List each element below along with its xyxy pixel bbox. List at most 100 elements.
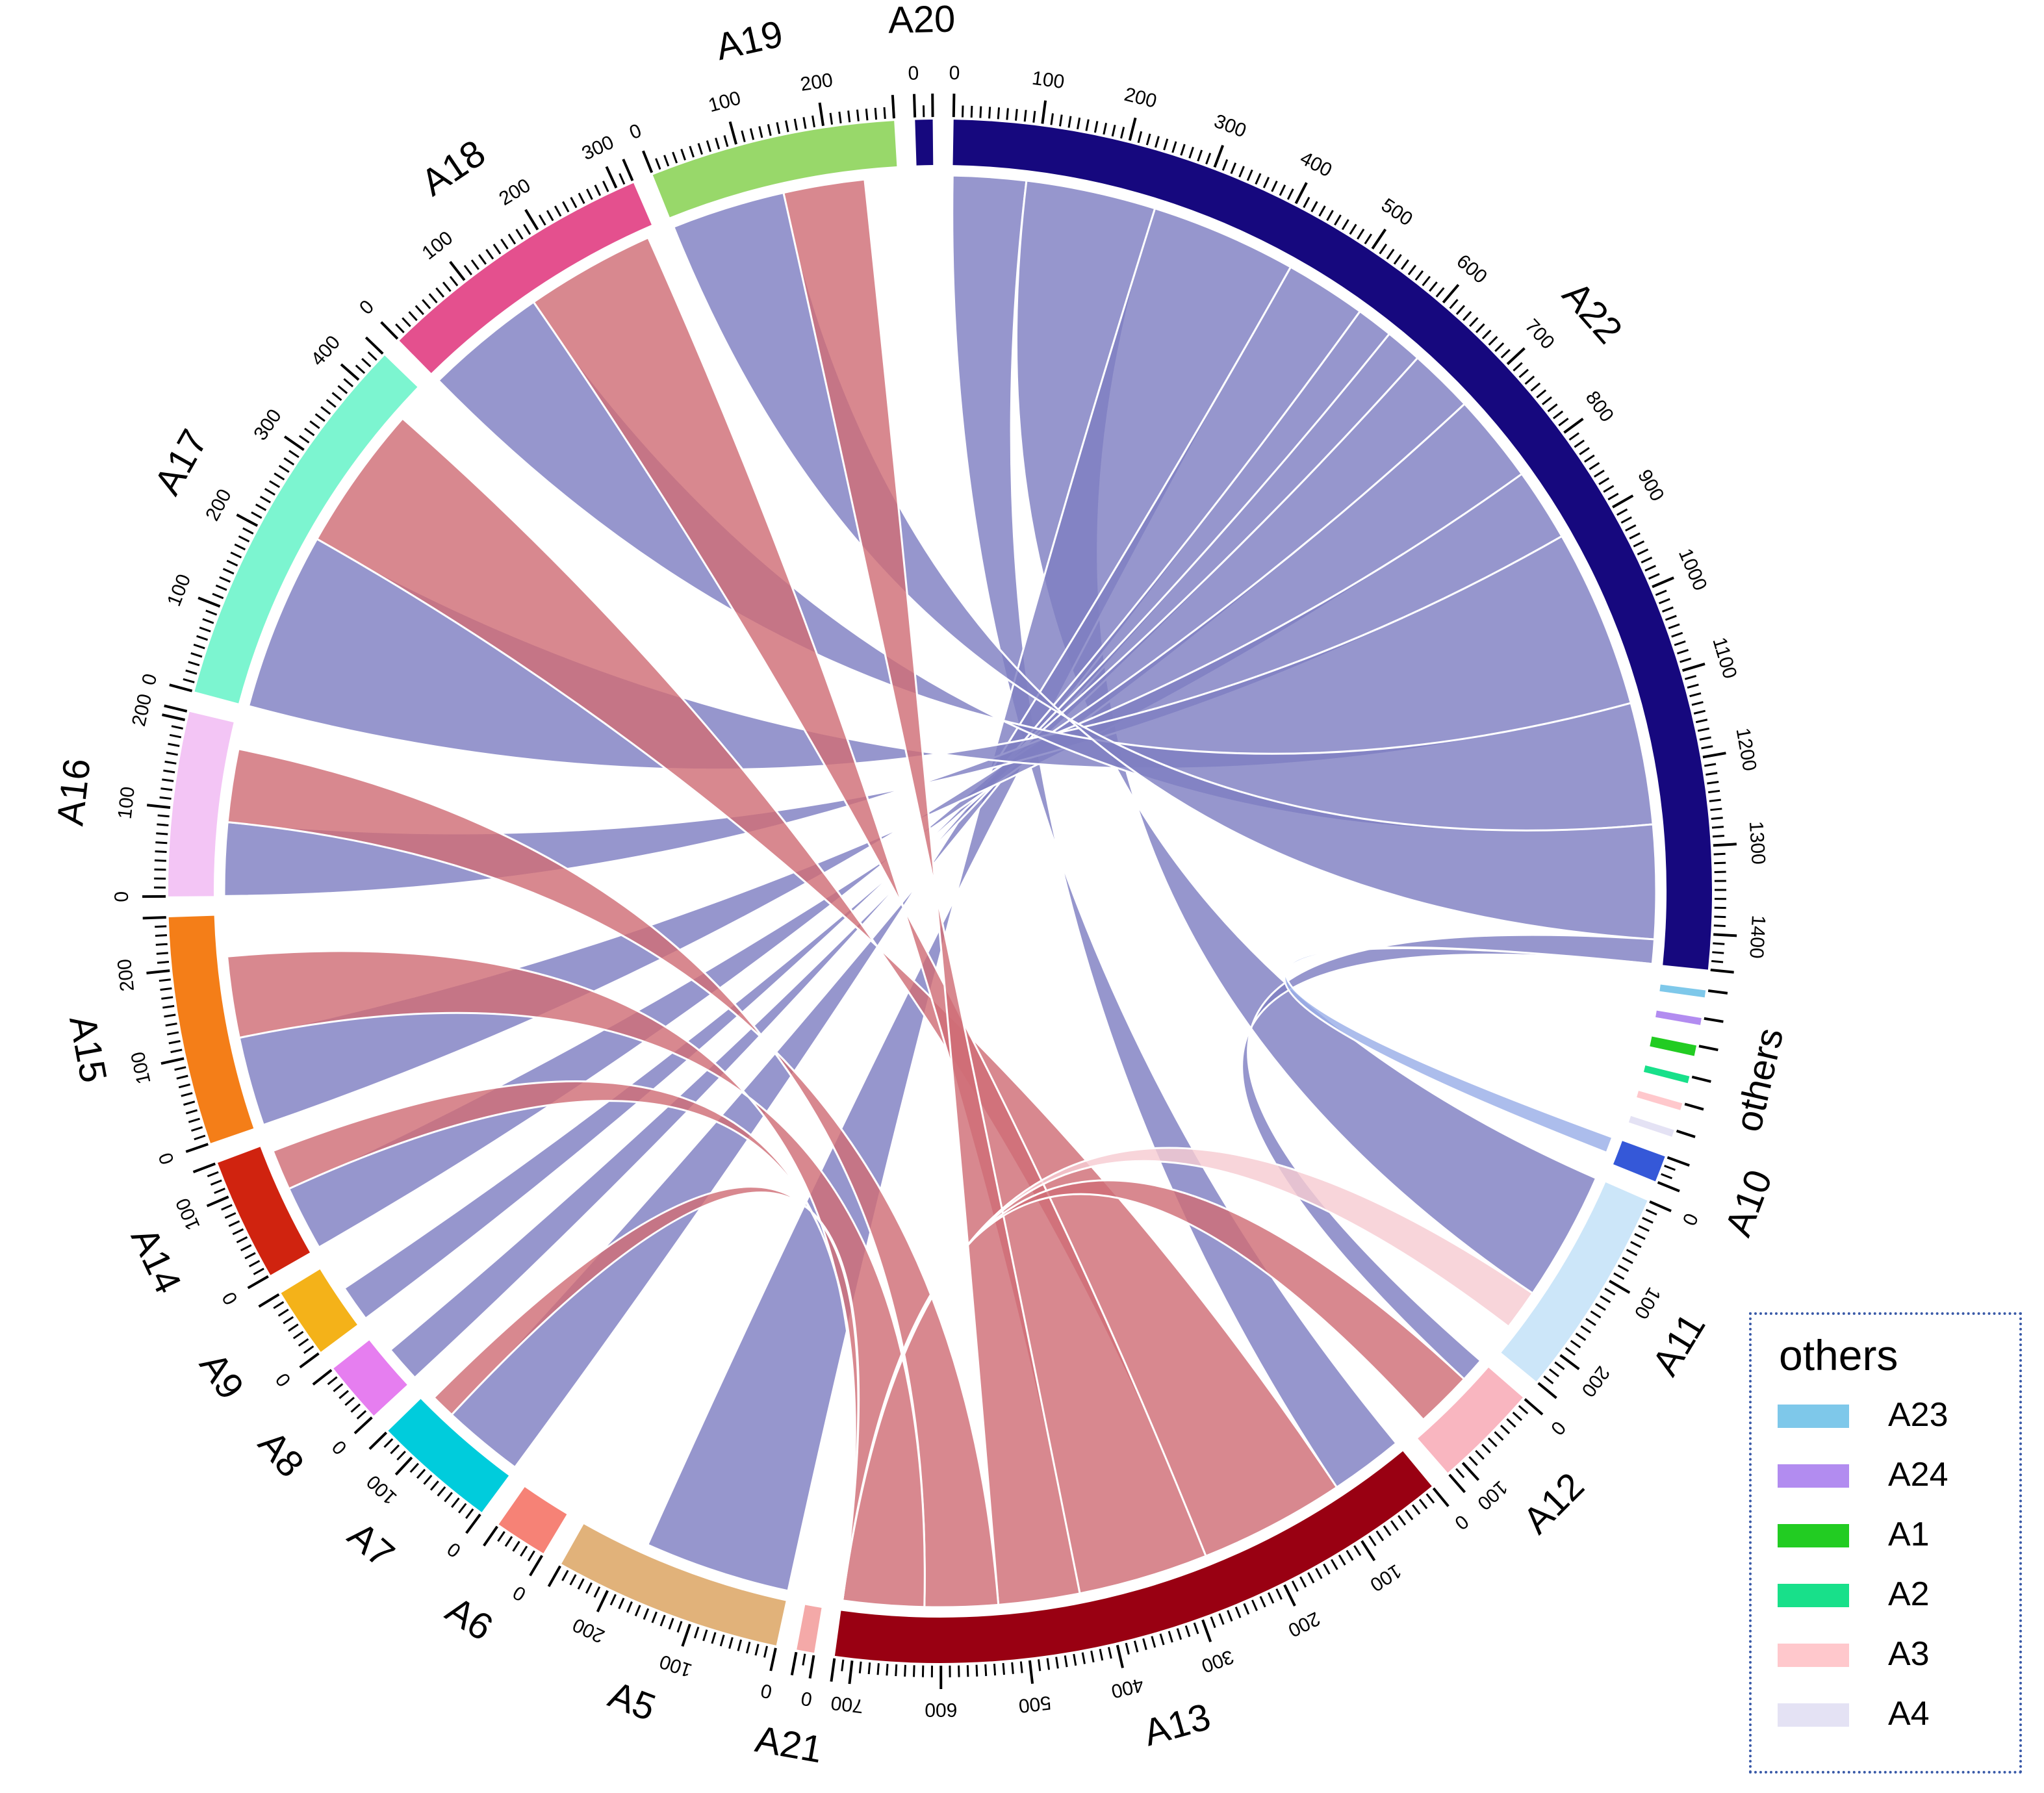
tick-A13-270 xyxy=(1227,1610,1233,1622)
tick-A15-40 xyxy=(185,1109,198,1115)
tick-A22-480 xyxy=(1357,228,1365,240)
tick-A18-130 xyxy=(478,254,487,265)
tick-A5-200 xyxy=(596,1590,609,1612)
tick-A7-100 xyxy=(394,1456,413,1476)
tick-A11-120 xyxy=(1600,1295,1611,1303)
tick-A6-20 xyxy=(520,1545,528,1557)
tick-A17-80 xyxy=(202,618,214,624)
tick-A11-30 xyxy=(1638,1225,1650,1232)
tick-A22-130 xyxy=(1067,116,1072,128)
tick-A22-1140 xyxy=(1691,701,1704,706)
tick-A22-1400 xyxy=(1713,933,1737,937)
tick-A22-580 xyxy=(1429,281,1438,292)
legend-item-A3: A3 xyxy=(1778,1634,2012,1673)
tick-A14-40 xyxy=(240,1244,252,1252)
tick-A12-90 xyxy=(1468,1456,1478,1466)
tick-label-A15-0: 0 xyxy=(155,1150,179,1167)
tick-A22-190 xyxy=(1120,127,1125,139)
tick-A22-430 xyxy=(1318,205,1326,217)
tick-A12-50 xyxy=(1494,1431,1504,1441)
tick-A7-20 xyxy=(458,1503,467,1514)
tick-A22-400 xyxy=(1294,182,1308,205)
tick-A13-630 xyxy=(913,1665,915,1677)
tick-A16-140 xyxy=(163,769,175,774)
tick-A23 xyxy=(1707,989,1728,995)
tick-A12-20 xyxy=(1512,1412,1523,1421)
tick-A18-260 xyxy=(578,192,585,204)
tick-end-A8 xyxy=(312,1369,333,1386)
tick-A13-10 xyxy=(1425,1493,1435,1504)
tick-A18-170 xyxy=(507,233,517,245)
tick-label-A22-700: 700 xyxy=(1521,315,1559,353)
tick-A17-410 xyxy=(355,364,366,374)
tick-A22-550 xyxy=(1407,264,1417,275)
tick-A8-60 xyxy=(327,1376,338,1386)
sector-label-A7: A7 xyxy=(340,1514,402,1576)
tick-A13-180 xyxy=(1299,1576,1307,1588)
tick-A13-40 xyxy=(1405,1509,1414,1521)
tick-A13-690 xyxy=(858,1661,862,1673)
sector-A5 xyxy=(561,1524,786,1646)
tick-A22-510 xyxy=(1379,243,1388,255)
tick-A18-190 xyxy=(523,223,531,235)
tick-A13-500 xyxy=(1028,1660,1034,1684)
tick-A22-830 xyxy=(1579,447,1590,455)
tick-A7-90 xyxy=(409,1462,419,1473)
tick-A11-110 xyxy=(1604,1288,1616,1296)
tick-A3 xyxy=(1684,1102,1704,1111)
tick-A13-320 xyxy=(1184,1625,1191,1637)
tick-A7-110 xyxy=(396,1451,406,1461)
tick-A1 xyxy=(1698,1045,1718,1052)
tick-A18-80 xyxy=(442,281,452,292)
tick-label-A22-300: 300 xyxy=(1211,110,1249,142)
tick-A13-400 xyxy=(1116,1644,1124,1668)
tick-A15-80 xyxy=(176,1075,188,1080)
legend-item-A23: A23 xyxy=(1778,1395,2012,1434)
tick-A12-30 xyxy=(1506,1418,1516,1428)
tick-label-A21-0: 0 xyxy=(799,1687,813,1710)
tick-A22-730 xyxy=(1524,375,1535,385)
tick-A19-110 xyxy=(741,130,746,142)
tick-A22-960 xyxy=(1637,548,1649,555)
tick-A7-130 xyxy=(383,1438,394,1448)
tick-A22-540 xyxy=(1400,259,1409,270)
tick-A16-40 xyxy=(154,859,166,862)
tick-A6-10 xyxy=(527,1550,535,1562)
tick-A22-1420 xyxy=(1712,951,1724,954)
sector-A24 xyxy=(1655,1010,1702,1025)
tick-end-A6 xyxy=(483,1525,498,1547)
tick-A13-30 xyxy=(1411,1504,1421,1515)
tick-A22-1200 xyxy=(1702,752,1726,759)
tick-A22-380 xyxy=(1279,184,1286,196)
tick-A11-230 xyxy=(1543,1375,1554,1384)
tick-A22-1130 xyxy=(1689,692,1702,698)
tick-A5-230 xyxy=(577,1578,585,1590)
legend: others A23 A24 A1 A2 A3 A4 xyxy=(1749,1312,2022,1774)
tick-A22-590 xyxy=(1435,287,1445,298)
tick-A14-20 xyxy=(248,1260,261,1267)
sector-label-A17: A17 xyxy=(146,422,216,502)
tick-A13-300 xyxy=(1201,1619,1212,1642)
tick-A13-430 xyxy=(1090,1650,1095,1663)
tick-A17-180 xyxy=(238,535,250,542)
tick-A15-230 xyxy=(155,943,168,946)
tick-A22-240 xyxy=(1163,138,1169,151)
tick-A12-100 xyxy=(1461,1462,1480,1481)
legend-label-A3: A3 xyxy=(1888,1635,1930,1673)
tick-A5-40 xyxy=(737,1639,743,1651)
tick-A14-90 xyxy=(221,1204,233,1211)
tick-A22-250 xyxy=(1171,141,1177,153)
tick-A7-80 xyxy=(416,1468,426,1479)
tick-end-A22 xyxy=(1710,968,1734,974)
tick-A17-0 xyxy=(169,683,193,693)
tick-label-A16-0: 0 xyxy=(111,891,133,902)
legend-label-A24: A24 xyxy=(1888,1456,1948,1494)
tick-A13-330 xyxy=(1176,1628,1182,1640)
sector-A16 xyxy=(168,711,234,897)
sector-A2 xyxy=(1643,1065,1690,1084)
tick-A9-50 xyxy=(283,1316,294,1325)
tick-A15-220 xyxy=(156,952,168,955)
tick-A11-150 xyxy=(1585,1317,1596,1327)
tick-A22-890 xyxy=(1607,492,1619,501)
tick-A19-150 xyxy=(776,122,781,134)
